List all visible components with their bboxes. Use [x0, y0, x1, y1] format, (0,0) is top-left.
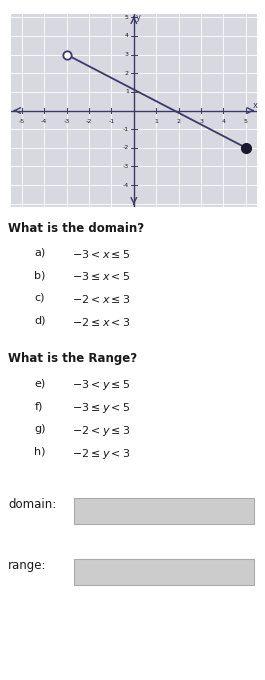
Text: 2: 2: [177, 119, 181, 124]
Text: h): h): [34, 447, 46, 456]
Text: -4: -4: [41, 119, 47, 124]
Text: 2: 2: [125, 71, 129, 75]
Text: $-2 \leq x < 3$: $-2 \leq x < 3$: [72, 316, 130, 328]
Text: -1: -1: [123, 126, 129, 132]
Text: f): f): [34, 401, 43, 411]
Text: range:: range:: [8, 559, 46, 572]
Text: -2: -2: [86, 119, 92, 124]
Text: 1: 1: [125, 89, 129, 95]
FancyBboxPatch shape: [74, 498, 254, 524]
Text: -1: -1: [108, 119, 114, 124]
Text: What is the domain?: What is the domain?: [8, 222, 144, 235]
Text: b): b): [34, 270, 46, 280]
Text: 1: 1: [154, 119, 158, 124]
Text: 3: 3: [199, 119, 203, 124]
Text: x: x: [252, 101, 257, 110]
Text: c): c): [34, 293, 45, 303]
Text: y: y: [135, 13, 140, 22]
Text: -4: -4: [123, 182, 129, 188]
Text: $-3 \leq x < 5$: $-3 \leq x < 5$: [72, 270, 130, 282]
Text: $-2 \leq y < 3$: $-2 \leq y < 3$: [72, 447, 130, 460]
Text: d): d): [34, 316, 46, 326]
Text: -3: -3: [64, 119, 70, 124]
Text: 5: 5: [244, 119, 248, 124]
Text: domain:: domain:: [8, 498, 56, 511]
Text: 5: 5: [125, 15, 129, 20]
Text: 4: 4: [125, 33, 129, 39]
Text: $-2 < y \leq 3$: $-2 < y \leq 3$: [72, 424, 130, 438]
Text: $-3 \leq y < 5$: $-3 \leq y < 5$: [72, 401, 130, 415]
Text: -5: -5: [19, 119, 25, 124]
Text: e): e): [34, 379, 46, 388]
Text: -3: -3: [123, 164, 129, 169]
Text: a): a): [34, 248, 46, 258]
Text: g): g): [34, 424, 46, 434]
Text: -2: -2: [123, 146, 129, 150]
Text: 4: 4: [222, 119, 226, 124]
FancyBboxPatch shape: [74, 559, 254, 585]
Text: What is the Range?: What is the Range?: [8, 352, 137, 365]
Text: $-3 < x \leq 5$: $-3 < x \leq 5$: [72, 248, 130, 260]
Text: $-3 < y \leq 5$: $-3 < y \leq 5$: [72, 379, 130, 392]
Text: 3: 3: [125, 52, 129, 57]
Text: $-2 < x \leq 3$: $-2 < x \leq 3$: [72, 293, 130, 305]
